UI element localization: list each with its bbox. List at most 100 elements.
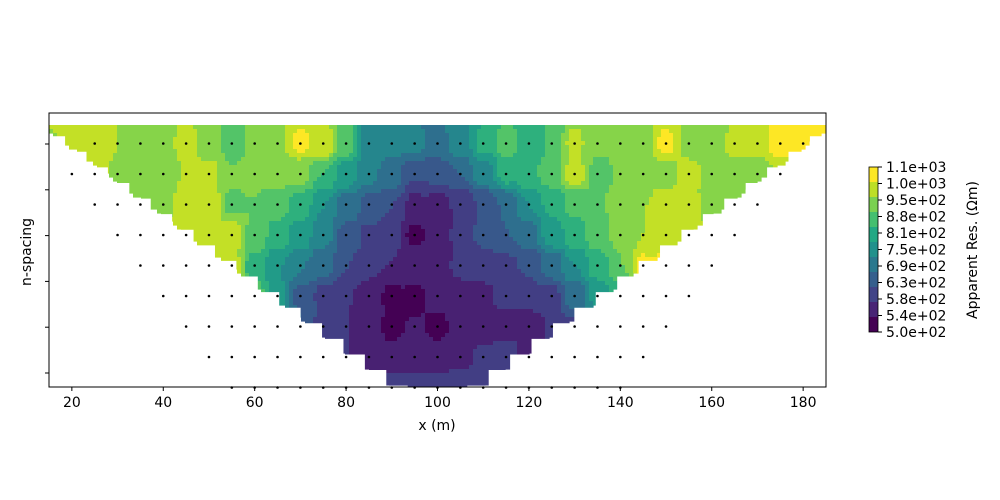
contour-cell: [333, 141, 338, 146]
contour-cell: [453, 249, 494, 254]
contour-cell: [477, 141, 498, 146]
contour-cell: [261, 281, 270, 286]
contour-cell: [285, 261, 306, 266]
contour-cell: [337, 237, 362, 242]
contour-cell: [473, 173, 494, 178]
contour-cell: [313, 225, 334, 230]
contour-cell: [605, 201, 650, 206]
contour-cell: [385, 333, 402, 338]
contour-cell: [349, 309, 386, 314]
colorbar-tick-label: 7.5e+02: [886, 243, 946, 259]
contour-cell: [425, 137, 450, 142]
contour-cell: [497, 161, 542, 166]
measurement-point: [687, 264, 691, 267]
contour-cell: [289, 237, 310, 242]
measurement-point: [413, 264, 416, 267]
contour-cell: [589, 281, 606, 286]
colorbar-tick-label: 5.0e+02: [886, 325, 946, 341]
contour-cell: [613, 177, 678, 182]
contour-cell: [565, 185, 590, 190]
measurement-point: [641, 325, 645, 328]
contour-cell: [197, 153, 226, 158]
measurement-point: [459, 264, 462, 267]
contour-cell: [701, 193, 742, 198]
contour-cell: [269, 233, 290, 238]
contour-cell: [449, 161, 470, 166]
contour-cell: [297, 305, 318, 310]
contour-cell: [701, 205, 726, 210]
contour-cell: [117, 129, 178, 134]
measurement-point: [184, 325, 188, 328]
contour-cell: [293, 133, 310, 138]
contour-cell: [501, 153, 514, 158]
contour-cell: [445, 333, 546, 338]
x-tick-label: 140: [607, 395, 634, 411]
measurement-point: [687, 203, 691, 206]
contour-cell: [337, 125, 354, 130]
contour-cell: [545, 333, 554, 338]
contour-cell: [117, 149, 178, 154]
contour-cell: [565, 129, 570, 134]
contour-cell: [565, 173, 586, 178]
contour-cell: [221, 141, 246, 146]
contour-cell: [309, 133, 334, 138]
measurement-point: [230, 325, 234, 328]
contour-cell: [609, 261, 622, 266]
contour-cell: [501, 125, 514, 130]
contour-cell: [289, 305, 298, 310]
measurement-point: [321, 233, 325, 237]
measurement-point: [504, 142, 508, 145]
measurement-point: [413, 325, 416, 328]
contour-cell: [241, 265, 246, 270]
contour-cell: [333, 237, 338, 242]
contour-cell: [637, 245, 674, 250]
contour-cell: [477, 205, 502, 210]
contour-cell: [177, 225, 242, 230]
contour-cell: [541, 261, 562, 266]
contour-cell: [609, 265, 626, 270]
contour-cell: [225, 193, 246, 198]
contour-cell: [321, 333, 350, 338]
contour-cell: [305, 129, 334, 134]
contour-cell: [301, 157, 330, 162]
measurement-point: [344, 203, 348, 206]
contour-cell: [349, 325, 382, 330]
contour-cell: [701, 197, 738, 202]
contour-cell: [173, 137, 198, 142]
contour-cell: [537, 173, 562, 178]
contour-cell: [389, 385, 486, 387]
measurement-point: [184, 172, 188, 176]
contour-cell: [405, 321, 426, 326]
contour-cell: [517, 265, 542, 270]
contour-cell: [269, 225, 290, 230]
contour-cell: [493, 293, 562, 298]
contour-cell: [285, 301, 290, 306]
contour-cell: [401, 221, 454, 226]
contour-cell: [541, 217, 558, 222]
contour-cell: [609, 285, 618, 290]
contour-cell: [265, 237, 290, 242]
contour-cell: [545, 141, 562, 146]
measurement-point: [527, 294, 531, 298]
contour-cell: [657, 137, 674, 142]
contour-cell: [181, 177, 218, 182]
contour-cell: [549, 185, 566, 190]
contour-cell: [541, 221, 562, 226]
contour-cell: [353, 125, 358, 130]
contour-cell: [229, 189, 242, 194]
contour-cell: [385, 337, 398, 342]
measurement-point: [344, 172, 348, 176]
contour-cell: [325, 201, 338, 206]
measurement-point: [687, 142, 691, 145]
contour-cell: [561, 161, 570, 166]
measurement-point: [436, 264, 439, 267]
measurement-point: [504, 172, 508, 176]
contour-cell: [373, 373, 502, 378]
contour-cell: [385, 313, 422, 318]
contour-cell: [441, 157, 470, 162]
contour-cell: [589, 177, 614, 182]
contour-cell: [425, 145, 450, 150]
measurement-point: [390, 355, 394, 359]
contour-cell: [517, 197, 526, 202]
contour-cell: [565, 193, 606, 198]
